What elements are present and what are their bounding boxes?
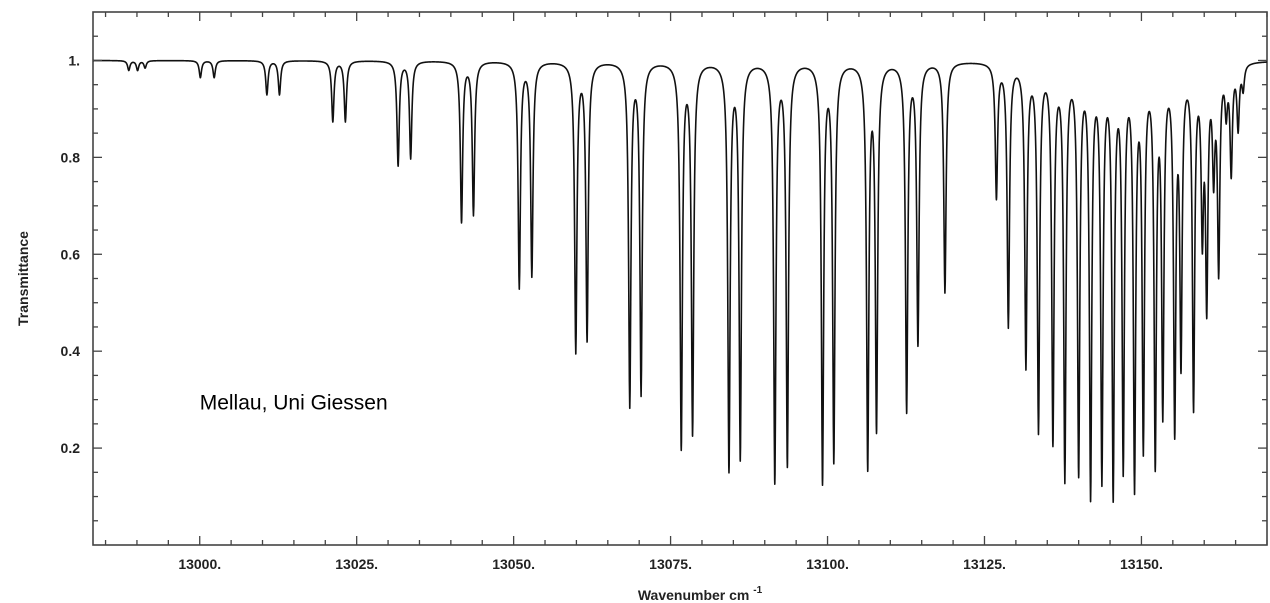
y-tick-label: 1. — [68, 52, 80, 68]
x-axis-title-text: Wavenumber cm — [638, 587, 750, 603]
y-axis: 0.2 0.4 0.6 0.8 1. — [61, 35, 1267, 522]
x-tick-label: 13100. — [806, 556, 849, 572]
annotation-credit: Mellau, Uni Giessen — [200, 391, 388, 414]
x-tick-label: 13025. — [335, 556, 378, 572]
annotations: Mellau, Uni Giessen — [200, 391, 388, 414]
y-tick-label: 0.8 — [61, 149, 81, 165]
x-axis: 13000. 13025. 13050. 13075. 13100. 13125. 1315… — [104, 12, 1268, 572]
series-line-transmittance — [92, 59, 1268, 504]
x-tick-label: 13000. — [178, 556, 221, 572]
y-axis-title: Transmittance — [15, 231, 31, 326]
plot-area — [92, 11, 1268, 546]
y-tick-label: 0.6 — [61, 246, 81, 262]
y-tick-label: 0.2 — [61, 440, 81, 456]
x-tick-label: 13150. — [1120, 556, 1163, 572]
y-tick-label: 0.4 — [61, 343, 81, 359]
x-tick-label: 13125. — [963, 556, 1006, 572]
x-axis-title-exponent: -1 — [753, 585, 762, 596]
x-axis-title: Wavenumber cm -1 — [638, 585, 763, 603]
x-tick-label: 13050. — [492, 556, 535, 572]
x-tick-label: 13075. — [649, 556, 692, 572]
